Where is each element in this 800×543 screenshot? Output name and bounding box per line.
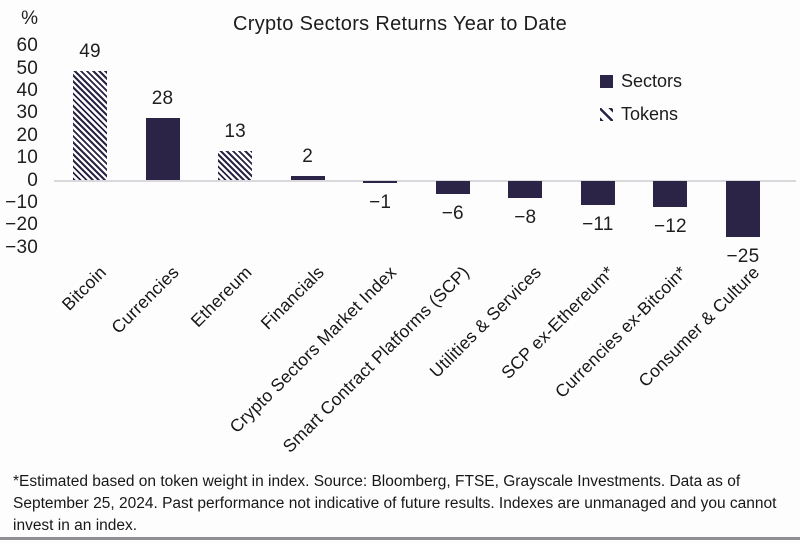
value-label-crypto-sectors-market-index: −1 [369,191,392,213]
value-label-smart-contract-platforms-scp: −6 [441,202,464,224]
bar-currencies [145,117,180,181]
value-label-bitcoin: 49 [79,40,101,62]
x-axis-label-currencies-ex-bitcoin: Currencies ex-Bitcoin* [550,262,691,402]
value-label-utilities-services: −8 [514,207,537,229]
x-axis-label-bitcoin: Bitcoin [57,262,111,315]
tokens-swatch-icon [600,108,613,121]
chart-title: Crypto Sectors Returns Year to Date [233,13,567,35]
x-axis-label-consumer-culture: Consumer & Culture [634,262,764,391]
y-tick-20: 20 [16,124,38,146]
y-axis-unit-label: % [21,8,38,29]
y-tick-20: −20 [5,214,38,236]
bar-crypto-sectors-market-index [363,180,398,183]
y-tick-30: −30 [5,236,38,258]
bar-ethereum [218,151,253,181]
sectors-swatch-icon [600,75,613,88]
y-tick-10: 10 [16,147,38,169]
bottom-divider-line [0,537,800,540]
footnote-text: *Estimated based on token weight in inde… [13,473,777,534]
bar-smart-contract-platforms-scp [435,180,470,194]
value-label-currencies-ex-bitcoin: −12 [653,216,687,238]
y-axis-tick-labels: 60 50 40 30 20 10 0 −10 −20 −30 [0,0,38,280]
value-label-ethereum: 13 [224,121,246,143]
value-label-financials: 2 [302,146,314,168]
y-tick-40: 40 [16,79,38,101]
bar-currencies-ex-bitcoin [653,180,688,208]
legend-item-sectors: Sectors [600,71,682,92]
value-label-scp-ex-ethereum: −11 [582,214,614,236]
bar-consumer-culture [725,180,760,237]
x-axis-label-financials: Financials [256,262,328,334]
y-tick-10: −10 [5,191,38,213]
legend-label-tokens: Tokens [621,104,679,124]
value-label-currencies: 28 [151,87,174,109]
chart-legend: Sectors Tokens [600,71,682,125]
bar-scp-ex-ethereum [580,180,615,206]
bar-bitcoin [73,70,107,181]
bar-utilities-services [508,180,543,199]
legend-label-sectors: Sectors [621,71,683,91]
y-tick-30: 30 [16,102,38,124]
y-tick-50: 50 [16,57,38,79]
x-axis-label-ethereum: Ethereum [186,262,256,331]
x-axis-label-currencies: Currencies [107,262,183,338]
value-label-consumer-culture: −25 [726,245,760,267]
y-tick-60: 60 [16,35,38,57]
y-tick-0: 0 [27,169,38,191]
x-axis-baseline [54,180,796,182]
bar-financials [290,176,325,181]
legend-item-tokens: Tokens [600,104,682,125]
